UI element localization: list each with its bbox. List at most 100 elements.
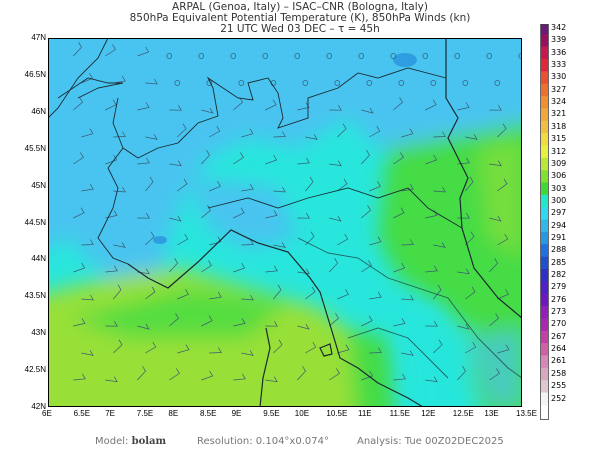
model-label: Model: [95,436,129,447]
colorbar-swatch [541,392,548,406]
colorbar-level-label: 321 [551,109,567,119]
wind-barb-icon [369,125,381,138]
borders [48,38,522,379]
wind-barb-icon [497,123,507,138]
wind-barb-icon [137,46,150,57]
calm-wind-icon [398,80,405,86]
lon-tick-label: 8E [168,409,179,418]
wind-barb-icon [177,344,190,354]
calm-wind-icon [334,80,341,86]
wind-barb-icon [209,181,221,192]
wind-barb-icon [137,102,150,111]
wind-barb-icon [169,313,179,327]
wind-barb-icon [465,341,477,354]
lat-tick-label: 46.5N [24,69,46,79]
footer-analysis: Analysis: Tue 00Z02DEC2025 [357,436,504,447]
wind-barb-icon [137,157,150,165]
wind-barb-icon [209,125,221,138]
wind-barb-icon [329,215,342,222]
wind-barb-icon [265,154,278,165]
wind-barb-icon [433,242,446,248]
wind-barb-icon [337,233,349,246]
calm-wind-icon [486,53,493,59]
colorbar-swatch [541,293,548,307]
wind-barb-icon [337,344,350,354]
wind-barb-icon [337,178,348,192]
colorbar-level-label: 288 [551,245,567,255]
colorbar-swatch [541,133,548,146]
calm-wind-icon [230,53,237,59]
wind-barb-icon [393,207,405,219]
wind-barb-icon [393,97,403,111]
wind-barb-icon [241,350,254,356]
lon-tick-label: 12.5E [452,409,474,418]
wind-barb-icon [201,315,213,327]
wind-barb-icon [241,183,254,192]
lon-tick-label: 12E [421,409,436,418]
lon-tick-label: 6.5E [73,409,91,418]
title-line-2: 850hPa Equivalent Potential Temperature … [129,12,471,24]
lon-tick-label: 9.5E [263,409,280,418]
calm-wind-icon [494,80,501,86]
wind-barb-icon [113,339,123,354]
wind-barb-icon [297,366,306,381]
field-light-blue [48,38,522,288]
lon-tick-label: 7E [105,409,115,418]
wind-barb-icon [489,258,498,273]
wind-barb-icon [465,231,475,246]
colorbar-swatch [541,269,548,282]
colorbar-swatch [541,330,548,344]
colorbar-swatch [541,182,548,196]
wind-barb-icon [209,291,222,300]
lat-tick-label: 44N [31,254,46,264]
wind-barb-icon [425,376,438,383]
wind-barb-icon [329,105,342,111]
colorbar-swatch [541,59,548,72]
lat-tick-label: 43N [31,328,46,338]
wind-barb-icon [433,284,442,300]
calm-wind-icon [262,53,269,59]
wind-barb-icon [401,183,414,192]
wind-barb-icon [169,105,182,111]
colorbar-swatch [541,24,548,35]
calm-wind-icon [166,53,173,59]
wind-barb-icon [105,44,116,57]
colorbar-level-label: 300 [551,195,567,205]
colorbar-swatch [541,71,548,85]
colorbar-level-label: 261 [551,356,567,366]
wind-barb-icon [73,373,86,381]
colorbar-swatch [541,318,548,332]
wind-barb-icon [489,313,499,327]
colorbar-swatch [541,170,548,184]
wind-barb-icon [177,123,187,138]
wind-barb-icon [241,239,254,246]
wind-barb-icon [297,268,310,275]
colorbar-level-label: 312 [551,146,567,156]
title-line-1: ARPAL (Genoa, Italy) – ISAC–CNR (Bologna… [172,1,428,13]
wind-barb-icon [137,268,150,275]
calm-wind-icon [238,80,245,86]
wind-barb-icon [105,99,117,111]
wind-barb-icon [145,231,155,246]
wind-barb-icon [241,128,254,138]
colorbar-level-label: 333 [551,60,567,70]
calm-wind-icon [198,53,205,59]
wind-barb-icon [273,284,282,300]
colorbar-level-label: 255 [551,381,567,391]
coastlines [127,38,522,407]
wind-barb-icon [297,102,310,111]
wind-barb-icon [489,215,502,222]
wind-barb-icon [369,181,381,192]
wind-barb-icon [113,75,126,84]
wind-barb-icon [465,286,476,300]
wind-barb-icon [241,294,254,301]
wind-barb-icon [201,205,211,219]
colorbar-swatch [541,108,548,122]
wind-barb-icon [105,321,118,327]
wind-barb-icon [177,178,188,192]
colorbar-swatch [541,306,548,319]
wind-barb-icon [401,350,414,356]
wind-barb-icon [305,286,316,300]
colorbar-swatch [541,120,548,134]
wind-barb-icon [305,134,318,140]
